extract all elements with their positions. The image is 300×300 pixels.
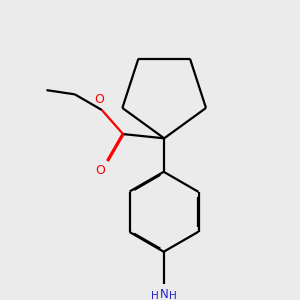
Text: O: O: [94, 93, 104, 106]
Text: O: O: [95, 164, 105, 177]
Text: H: H: [169, 291, 177, 300]
Text: N: N: [160, 288, 169, 300]
Text: H: H: [151, 291, 159, 300]
